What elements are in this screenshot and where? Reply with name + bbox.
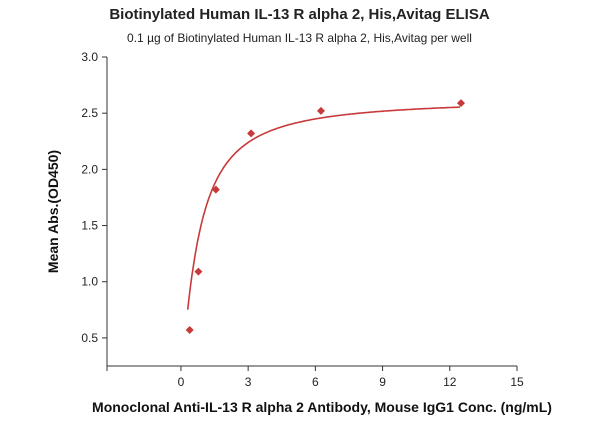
x-tick-label: 6 xyxy=(312,375,319,389)
y-tick-label: 3.0 xyxy=(81,50,98,64)
x-axis-label: Monoclonal Anti-IL-13 R alpha 2 Antibody… xyxy=(92,399,552,415)
y-tick-label: 2.0 xyxy=(81,162,98,176)
data-point xyxy=(211,185,220,194)
data-point xyxy=(456,99,465,108)
y-tick-label: 1.0 xyxy=(81,275,98,289)
chart-subtitle: 0.1 µg of Biotinylated Human IL-13 R alp… xyxy=(127,31,472,45)
y-tick-label: 2.5 xyxy=(81,106,98,120)
y-tick-label: 1.5 xyxy=(81,219,98,233)
x-tick-label: 3 xyxy=(245,375,252,389)
y-axis-label: Mean Abs.(OD450) xyxy=(45,150,61,273)
x-tick-label: 9 xyxy=(379,375,386,389)
data-point xyxy=(185,326,194,335)
data-point xyxy=(194,267,203,276)
data-point xyxy=(247,129,256,138)
fit-curve xyxy=(186,106,460,310)
chart-title: Biotinylated Human IL-13 R alpha 2, His,… xyxy=(109,6,490,23)
x-tick-label: 12 xyxy=(443,375,457,389)
y-tick-label: 0.5 xyxy=(81,331,98,345)
data-point xyxy=(316,106,325,115)
x-tick-label: 15 xyxy=(510,375,524,389)
x-tick-label: 0 xyxy=(178,375,185,389)
